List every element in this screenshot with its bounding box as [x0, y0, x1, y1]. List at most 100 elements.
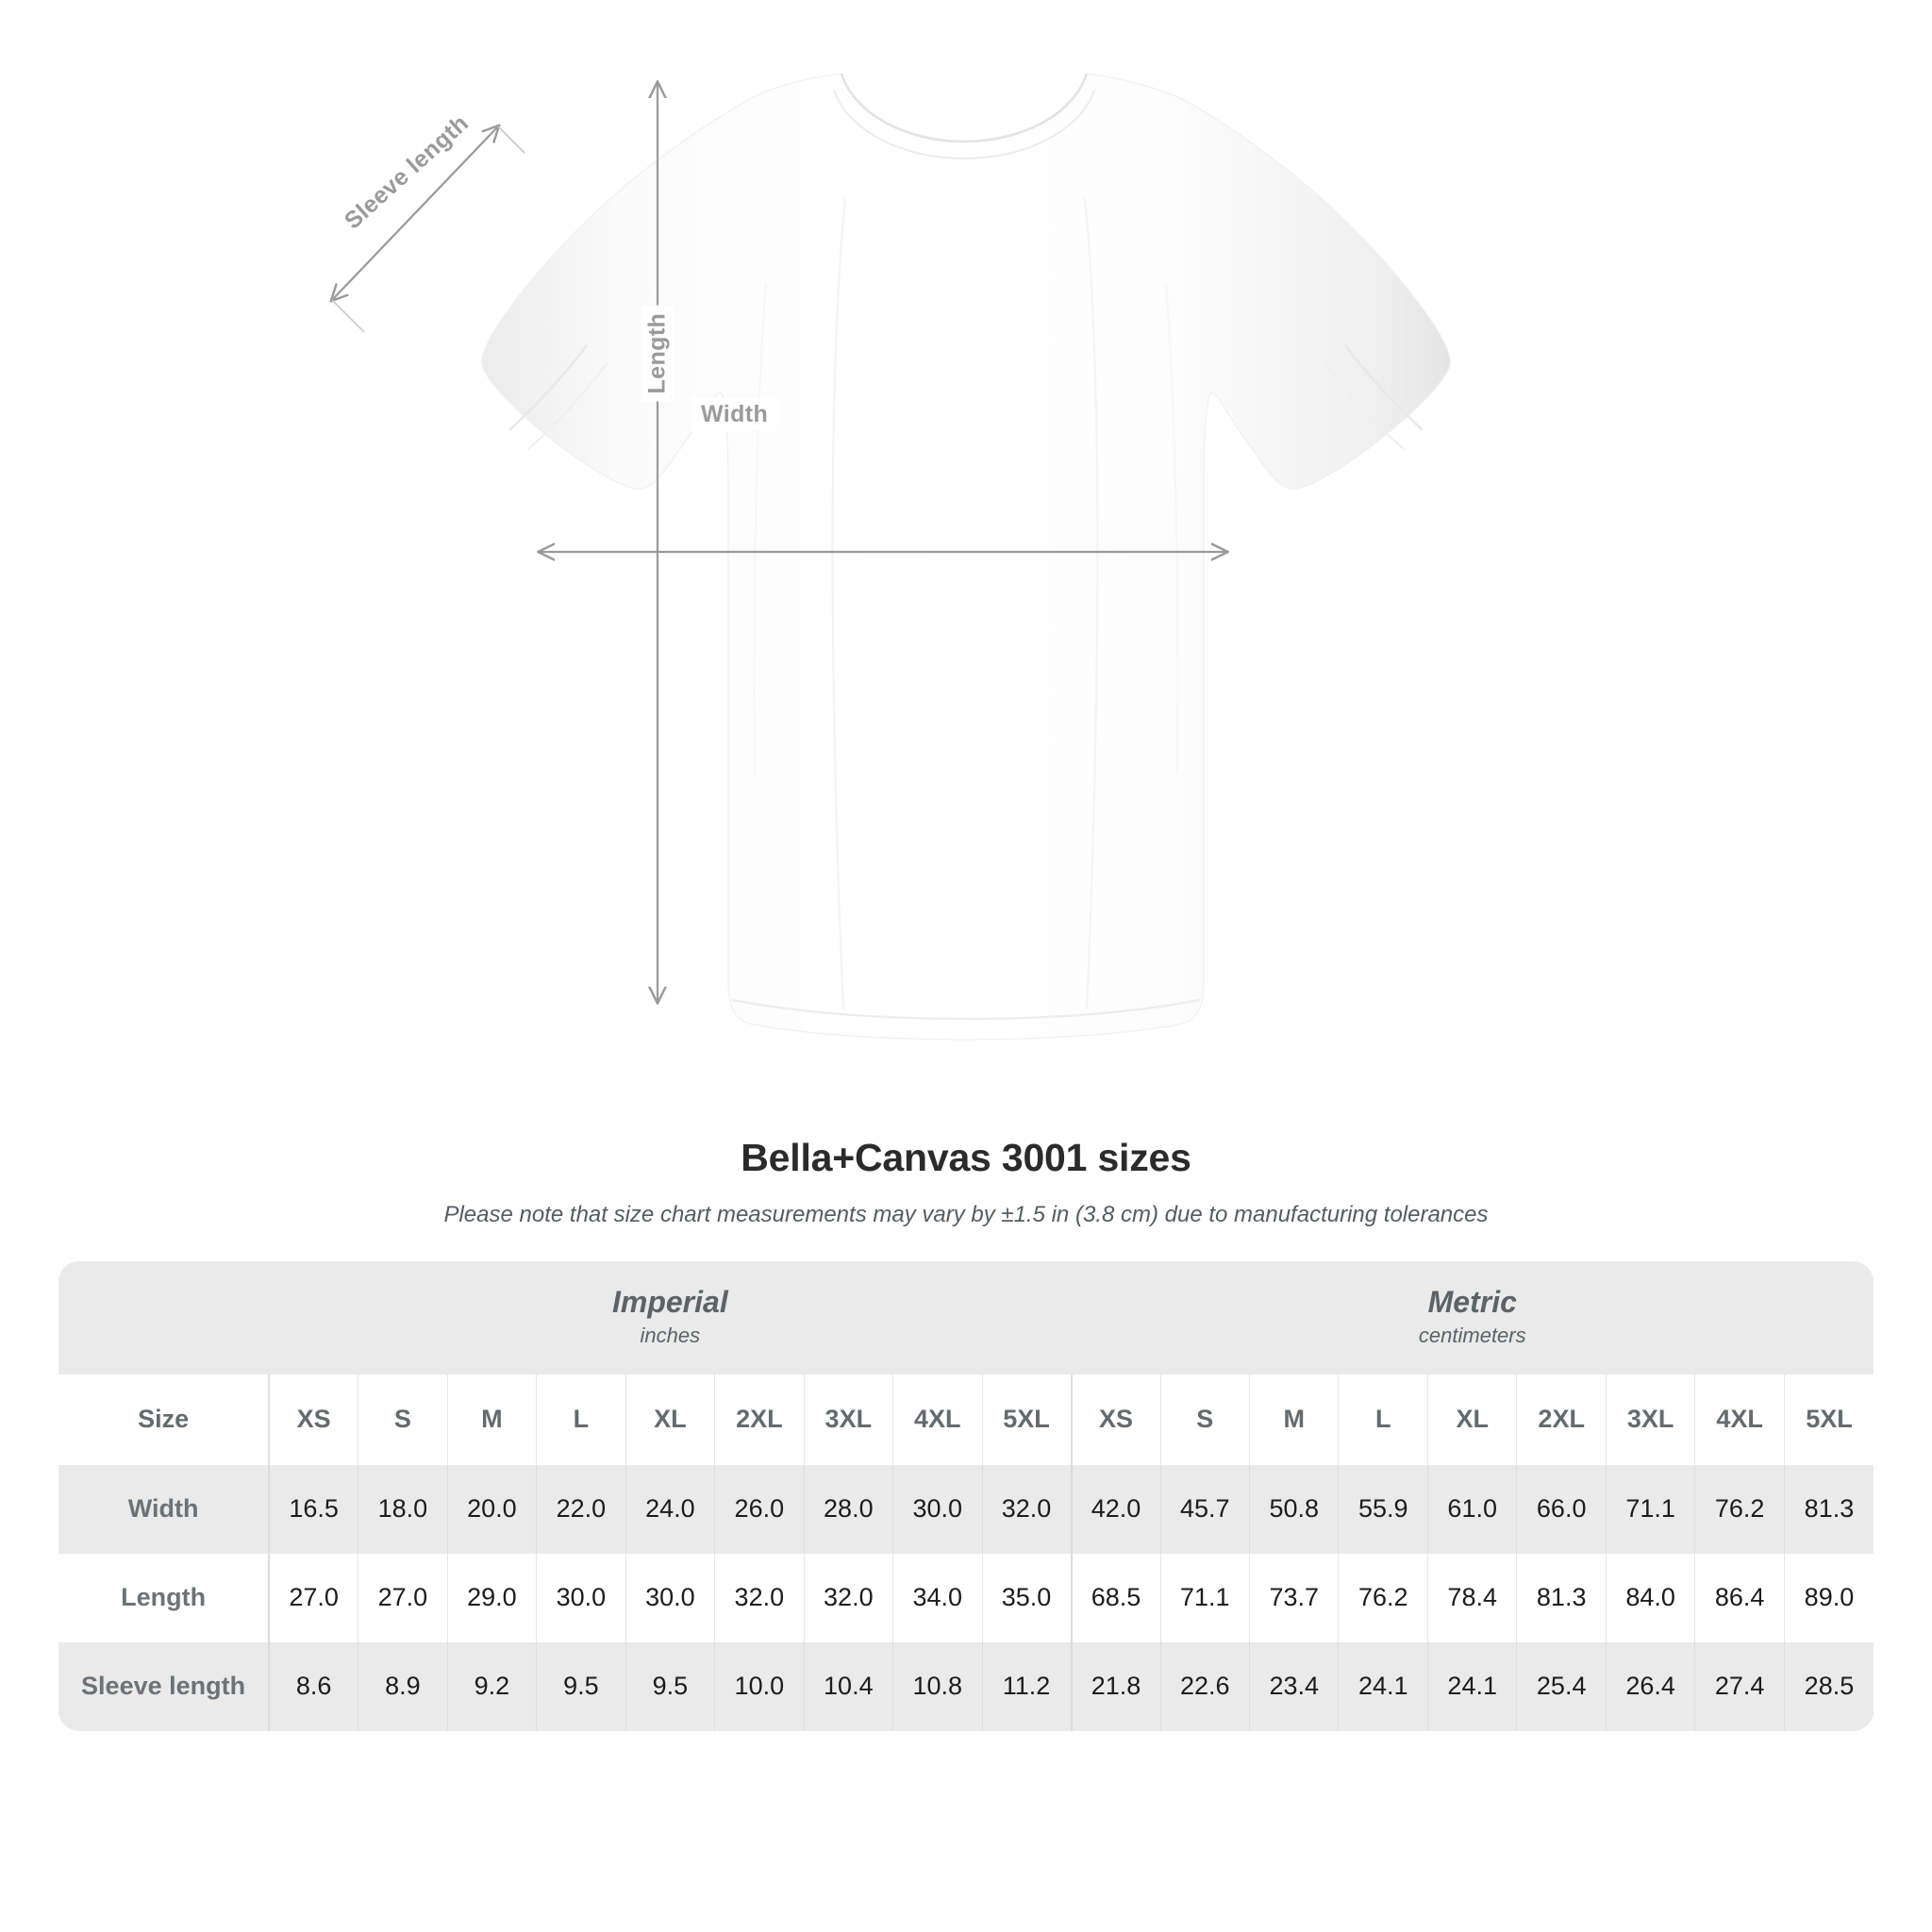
unit-group-name: Imperial: [611, 1285, 728, 1320]
size-header-xs-imperial: XS: [269, 1374, 359, 1465]
cell-value: 26.0: [714, 1464, 805, 1554]
shirt-silhouette: [481, 73, 1451, 1041]
size-header-5xl-imperial: 5XL: [982, 1374, 1073, 1465]
size-header-s-metric: S: [1160, 1374, 1251, 1465]
size-header-2xl-metric: 2XL: [1516, 1374, 1607, 1465]
cell-value: 30.0: [625, 1553, 716, 1642]
cell-value: 81.3: [1516, 1553, 1607, 1642]
cell-value: 71.1: [1160, 1553, 1251, 1642]
unit-group-metric: Metric centimeters: [1071, 1260, 1874, 1374]
cell-value: 9.5: [536, 1641, 626, 1731]
cell-value: 20.0: [447, 1464, 538, 1554]
unit-group-row: Imperial inches Metric centimeters: [58, 1260, 1874, 1374]
cell-value: 68.5: [1070, 1553, 1161, 1642]
fabric-fold-1: [831, 197, 847, 1010]
cell-value: 10.0: [714, 1641, 805, 1731]
size-header-m-imperial: M: [447, 1374, 538, 1465]
width-label: Width: [691, 398, 778, 431]
unit-group-name: Metric: [1427, 1285, 1517, 1320]
cell-value: 78.4: [1427, 1553, 1518, 1642]
cell-value: 21.8: [1070, 1641, 1161, 1731]
collar-outline: [840, 73, 1089, 143]
size-header-l-imperial: L: [536, 1374, 626, 1465]
cell-value: 23.4: [1249, 1641, 1340, 1731]
cell-value: 16.5: [269, 1464, 359, 1554]
page-title: Bella+Canvas 3001 sizes: [741, 1136, 1191, 1179]
cell-value: 55.9: [1338, 1464, 1428, 1554]
cell-value: 32.0: [982, 1464, 1073, 1554]
size-header-4xl-imperial: 4XL: [892, 1374, 983, 1465]
fabric-fold-2: [1083, 197, 1099, 1010]
unit-group-imperial: Imperial inches: [269, 1260, 1072, 1374]
size-header-4xl-metric: 4XL: [1694, 1374, 1785, 1465]
row-label-width: Width: [58, 1464, 271, 1554]
fabric-fold-3: [753, 282, 767, 774]
cell-value: 8.9: [358, 1641, 448, 1731]
cell-value: 42.0: [1070, 1464, 1161, 1554]
size-chart-table-wrapper: Imperial inches Metric centimeters Size XS S M L…: [58, 1260, 1874, 1731]
cell-value: 45.7: [1160, 1464, 1251, 1554]
title-block: Bella+Canvas 3001 sizes Please note that…: [0, 1127, 1932, 1229]
right-sleeve-hem: [1344, 344, 1424, 431]
cell-value: 22.0: [536, 1464, 626, 1554]
row-label-sleeve-length: Sleeve length: [58, 1641, 271, 1731]
cell-value: 28.5: [1784, 1641, 1874, 1731]
cell-value: 50.8: [1249, 1464, 1340, 1554]
fabric-fold-4: [1165, 282, 1179, 774]
unit-group-subtitle: centimeters: [1418, 1323, 1526, 1347]
cell-value: 22.6: [1160, 1641, 1251, 1731]
size-header-l-metric: L: [1338, 1374, 1428, 1465]
bottom-hem: [731, 998, 1201, 1021]
size-header-xl-metric: XL: [1427, 1374, 1518, 1465]
cell-value: 86.4: [1694, 1553, 1785, 1642]
cell-value: 61.0: [1427, 1464, 1518, 1554]
size-header-m-metric: M: [1249, 1374, 1340, 1465]
cell-value: 24.1: [1427, 1641, 1518, 1731]
tshirt-graphic: [0, 73, 1451, 1041]
cell-value: 34.0: [892, 1553, 983, 1642]
cell-value: 76.2: [1338, 1553, 1428, 1642]
cell-value: 30.0: [536, 1553, 626, 1642]
cell-value: 66.0: [1516, 1464, 1607, 1554]
cell-value: 29.0: [447, 1553, 538, 1642]
cell-value: 10.8: [892, 1641, 983, 1731]
cell-value: 27.0: [269, 1553, 359, 1642]
row-label-length: Length: [58, 1553, 271, 1642]
cell-value: 24.1: [1338, 1641, 1428, 1731]
cell-value: 32.0: [714, 1553, 805, 1642]
cell-value: 26.4: [1606, 1641, 1696, 1731]
size-header-3xl-imperial: 3XL: [804, 1374, 894, 1465]
cell-value: 84.0: [1606, 1553, 1696, 1642]
cell-value: 25.4: [1516, 1641, 1607, 1731]
unit-group-subtitle: inches: [640, 1323, 701, 1347]
cell-value: 76.2: [1694, 1464, 1785, 1554]
size-header-row: Size XS S M L XL 2XL 3XL 4XL 5XL XS S M L XL 2XL 3XL 4XL 5…: [58, 1374, 1874, 1465]
size-header-xl-imperial: XL: [625, 1374, 716, 1465]
cell-value: 73.7: [1249, 1553, 1340, 1642]
size-header-label: Size: [58, 1374, 271, 1465]
sleeve-length-tick-top: [497, 125, 525, 154]
size-header-xs-metric: XS: [1070, 1374, 1161, 1465]
cell-value: 11.2: [982, 1641, 1073, 1731]
left-sleeve-hem: [508, 344, 588, 431]
unit-row-spacer: [58, 1260, 270, 1374]
cell-value: 8.6: [269, 1641, 359, 1731]
cell-value: 27.4: [1694, 1641, 1785, 1731]
cell-value: 10.4: [804, 1641, 894, 1731]
size-header-s-imperial: S: [358, 1374, 448, 1465]
left-sleeve-hem-inner: [527, 361, 608, 450]
collar-inner: [833, 90, 1095, 160]
cell-value: 81.3: [1784, 1464, 1874, 1554]
right-sleeve-hem-inner: [1324, 361, 1405, 450]
cell-value: 18.0: [358, 1464, 448, 1554]
cell-value: 71.1: [1606, 1464, 1696, 1554]
cell-value: 24.0: [625, 1464, 716, 1554]
cell-value: 27.0: [358, 1553, 448, 1642]
size-header-3xl-metric: 3XL: [1606, 1374, 1696, 1465]
size-chart-table: Imperial inches Metric centimeters Size XS S M L…: [58, 1260, 1874, 1731]
table-row: Width 16.5 18.0 20.0 22.0 24.0 26.0 28.0 30.0 32.…: [58, 1464, 1874, 1554]
cell-value: 89.0: [1784, 1553, 1874, 1642]
cell-value: 9.5: [625, 1641, 716, 1731]
sleeve-length-tick-bottom: [331, 299, 365, 333]
cell-value: 35.0: [982, 1553, 1073, 1642]
